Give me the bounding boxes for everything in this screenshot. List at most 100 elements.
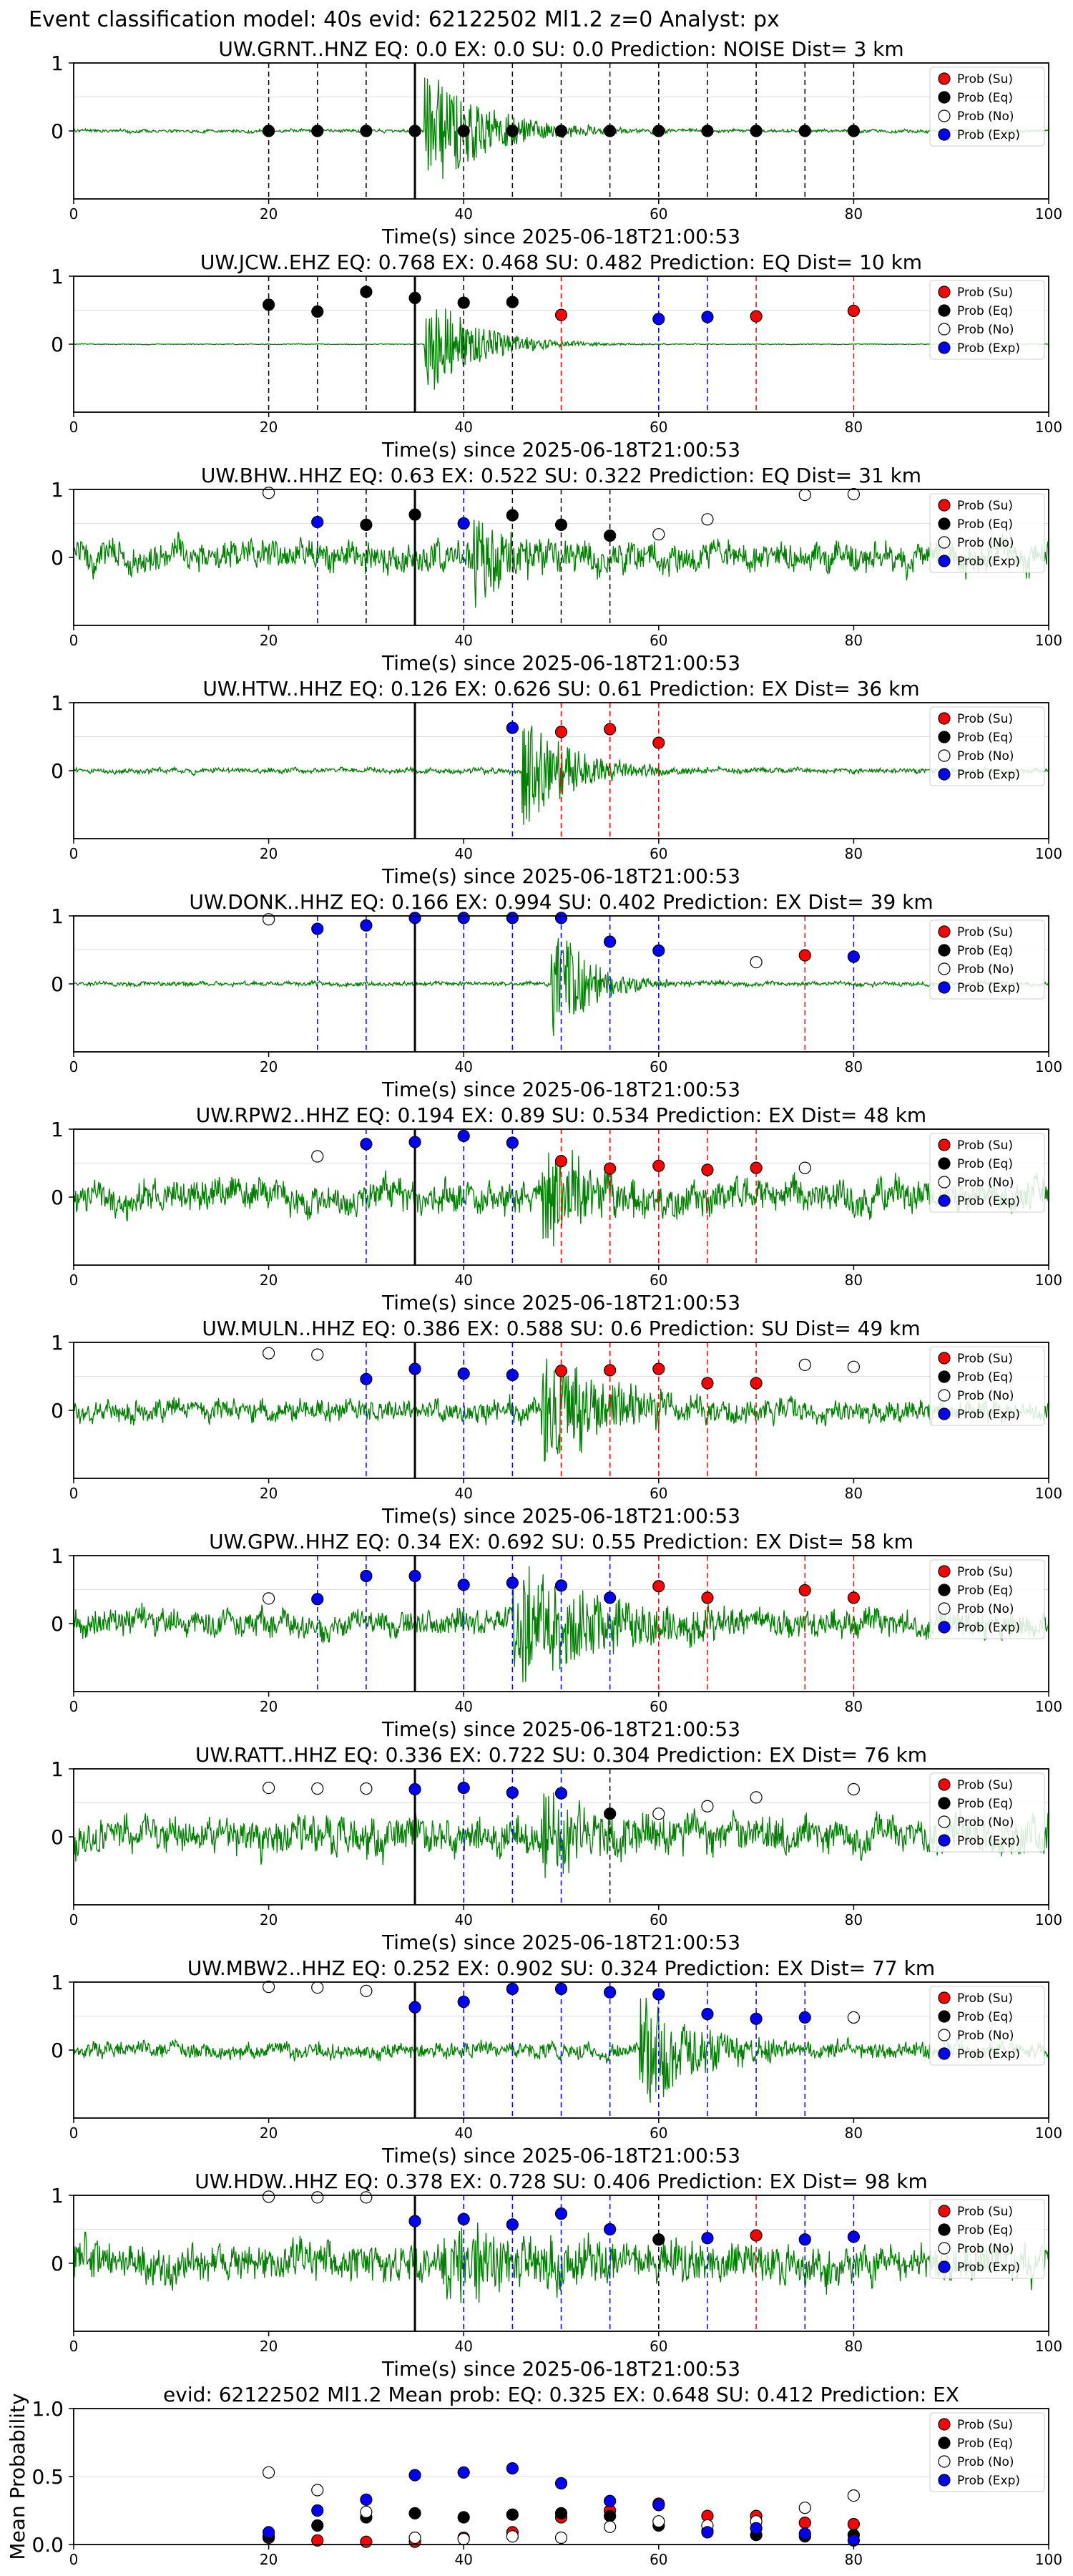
x-tick-label: 0 xyxy=(69,419,79,436)
x-tick-label: 20 xyxy=(260,2338,278,2355)
prob-point-exp xyxy=(506,721,519,734)
panel-10: UW.MBW2..HHZ EQ: 0.252 EX: 0.902 SU: 0.3… xyxy=(51,1956,1062,2167)
prob-point-exp xyxy=(701,311,714,323)
x-axis-label: Time(s) since 2025-06-18T21:00:53 xyxy=(381,1291,740,1314)
prob-point-exp xyxy=(457,1129,470,1143)
prob-point-exp xyxy=(652,944,665,957)
prob-point-eq xyxy=(604,1807,617,1820)
x-tick-label: 80 xyxy=(845,2124,863,2142)
y-tick-label: 0 xyxy=(51,759,64,783)
x-tick-label: 60 xyxy=(650,1272,667,1289)
x-tick-label: 40 xyxy=(454,632,472,649)
prob-point-exp xyxy=(847,950,861,963)
x-tick-label: 20 xyxy=(260,1058,278,1075)
x-tick-label: 80 xyxy=(845,1485,863,1502)
prob-point-exp xyxy=(506,1576,519,1589)
prob-point-no xyxy=(263,1592,275,1605)
x-tick-label: 0 xyxy=(69,1698,79,1715)
y-tick-label: 0 xyxy=(51,1399,64,1423)
prob-point-exp xyxy=(847,2230,861,2243)
y-tick-label: 0 xyxy=(51,1825,64,1849)
prob-point-exp xyxy=(408,1136,421,1148)
prob-point-eq xyxy=(360,518,373,532)
prob-point-exp xyxy=(604,1986,617,1999)
legend-box xyxy=(929,1346,1045,1426)
legend-marker-su xyxy=(938,2418,951,2431)
prob-point-exp xyxy=(360,1372,373,1385)
mean-prob-point-exp xyxy=(408,2469,421,2482)
mean-prob-point-exp xyxy=(798,2527,811,2540)
legend-label-eq: Prob (Eq) xyxy=(957,1157,1013,1171)
legend-marker-su xyxy=(938,1138,951,1151)
panels: UW.GRNT..HNZ EQ: 0.0 EX: 0.0 SU: 0.0 Pre… xyxy=(6,37,1062,2568)
mean-prob-point-su xyxy=(798,2517,811,2529)
prob-point-su xyxy=(604,723,617,736)
prob-point-exp xyxy=(408,1782,421,1796)
prob-point-exp xyxy=(457,1579,470,1591)
legend-label-su: Prob (Su) xyxy=(957,1352,1013,1366)
prob-point-no xyxy=(652,528,665,541)
panel-11: UW.HDW..HHZ EQ: 0.378 EX: 0.728 SU: 0.40… xyxy=(51,2170,1062,2381)
legend-marker-eq xyxy=(938,1157,951,1170)
y-tick-label: 0 xyxy=(51,119,64,143)
y-axis-label: Mean Probability xyxy=(6,2393,29,2560)
mean-prob-point-su xyxy=(360,2535,373,2548)
legend-marker-su xyxy=(938,712,951,725)
legend-marker-no xyxy=(938,1176,951,1189)
prob-point-exp xyxy=(604,2223,617,2236)
mean-prob-point-no xyxy=(457,2532,470,2545)
x-tick-label: 40 xyxy=(454,1698,472,1715)
prob-point-exp xyxy=(554,2207,568,2220)
prob-point-no xyxy=(311,1150,324,1163)
prob-point-no xyxy=(360,1782,373,1795)
prob-point-exp xyxy=(506,1786,519,1799)
prob-point-exp xyxy=(798,2011,811,2024)
legend-marker-eq xyxy=(938,2010,951,2023)
mean-prob-point-no xyxy=(408,2531,421,2545)
prob-point-eq xyxy=(847,125,861,137)
panel-7: UW.MULN..HHZ EQ: 0.386 EX: 0.588 SU: 0.6… xyxy=(51,1317,1062,1528)
x-axis-label: Time(s) since 2025-06-18T21:00:53 xyxy=(381,438,740,462)
x-axis-label: Time(s) since 2025-06-18T21:00:53 xyxy=(381,864,740,888)
x-tick-label: 20 xyxy=(260,632,278,649)
legend-label-no: Prob (No) xyxy=(957,1602,1014,1616)
prob-point-exp xyxy=(701,2232,714,2245)
prob-point-exp xyxy=(360,1569,373,1583)
legend-label-eq: Prob (Eq) xyxy=(957,1797,1013,1811)
mean-prob-point-eq xyxy=(554,2507,568,2519)
prob-point-eq xyxy=(360,125,373,137)
legend-label-su: Prob (Su) xyxy=(957,1778,1013,1792)
x-axis-label: Time(s) since 2025-06-18T21:00:53 xyxy=(381,225,740,248)
legend-marker-eq xyxy=(938,731,951,743)
prob-point-exp xyxy=(408,1362,421,1375)
panel-2: UW.JCW..EHZ EQ: 0.768 EX: 0.468 SU: 0.48… xyxy=(51,250,1062,462)
legend-marker-no xyxy=(938,536,951,549)
x-tick-label: 100 xyxy=(1035,1485,1062,1502)
prob-point-su xyxy=(750,310,763,323)
prob-point-no xyxy=(311,1782,324,1795)
y-tick-label: 0.0 xyxy=(31,2533,64,2557)
mean-prob-point-exp xyxy=(457,2466,470,2479)
x-tick-label: 40 xyxy=(454,1272,472,1289)
y-tick-label: 1 xyxy=(51,1971,64,1994)
legend-label-no: Prob (No) xyxy=(957,1176,1014,1190)
y-tick-label: 1 xyxy=(51,52,64,75)
legend-marker-exp xyxy=(938,981,951,994)
prob-point-exp xyxy=(604,935,617,948)
legend-marker-su xyxy=(938,925,951,938)
prob-point-exp xyxy=(408,912,421,924)
x-tick-label: 40 xyxy=(454,1911,472,1928)
panel-title: evid: 62122502 Ml1.2 Mean prob: EQ: 0.32… xyxy=(163,2383,959,2406)
legend-label-eq: Prob (Eq) xyxy=(957,2223,1013,2238)
prob-point-eq xyxy=(604,125,617,137)
prob-point-no xyxy=(311,1348,324,1361)
legend-box xyxy=(929,1133,1045,1213)
x-tick-label: 40 xyxy=(454,2551,472,2568)
prob-point-exp xyxy=(408,2001,421,2014)
y-tick-label: 0 xyxy=(51,1612,64,1636)
legend-label-exp: Prob (Exp) xyxy=(957,341,1020,356)
prob-point-exp xyxy=(554,912,568,924)
x-tick-label: 0 xyxy=(69,1911,79,1928)
y-tick-label: 0 xyxy=(51,2252,64,2275)
mean-prob-point-eq xyxy=(311,2519,324,2532)
